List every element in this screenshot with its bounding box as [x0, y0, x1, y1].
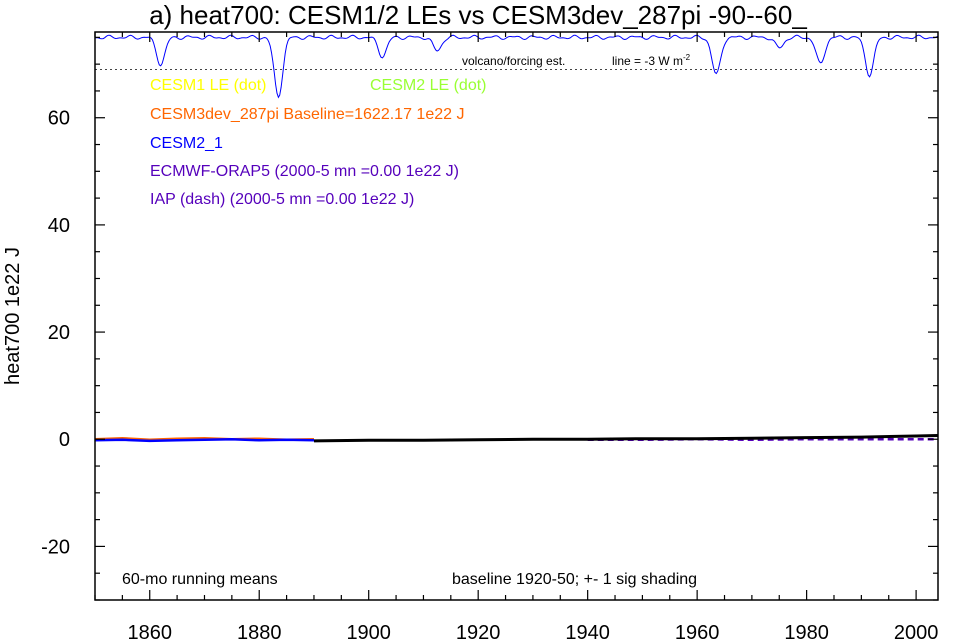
y-tick-label: 60 [48, 108, 70, 130]
chart-title: a) heat700: CESM1/2 LEs vs CESM3dev_287p… [149, 0, 807, 30]
legend-cesm3dev: CESM3dev_287pi Baseline=1622.17 1e22 J [150, 106, 464, 123]
y-tick-label: 20 [48, 322, 70, 344]
legend-cesm1-le: CESM1 LE (dot) [150, 77, 266, 94]
axes: 1860 1880 1900 1920 1940 1960 1980 2000 -20 0 20 40… [41, 32, 938, 641]
volcano-forcing-line [94, 34, 939, 99]
x-tick-label: 1880 [237, 622, 282, 641]
plot-area [94, 34, 939, 443]
series-line [313, 434, 939, 443]
y-tick-label: -20 [41, 536, 70, 558]
line-label: line = -3 W m-2 [612, 53, 691, 68]
x-tick-label: 1860 [127, 622, 172, 641]
legend-iap: IAP (dash) (2000-5 mn =0.00 1e22 J) [150, 191, 414, 208]
x-tick-label: 1960 [675, 622, 720, 641]
y-tick-label: 40 [48, 215, 70, 237]
plot-frame [94, 31, 939, 601]
x-tick-label: 1980 [784, 622, 829, 641]
legend-cesm2-le: CESM2 LE (dot) [370, 77, 486, 94]
x-tick-label: 2000 [894, 622, 939, 641]
note-running-means: 60-mo running means [122, 571, 278, 588]
x-tick-label: 1900 [346, 622, 391, 641]
volcano-label: volcano/forcing est. [462, 54, 565, 68]
legend-cesm2-1: CESM2_1 [150, 135, 223, 152]
x-tick-label: 1920 [456, 622, 501, 641]
line-label-main: line = -3 W m [612, 54, 683, 68]
x-tick-label: 1940 [565, 622, 610, 641]
line-label-sup: -2 [683, 53, 691, 62]
legend-ecmwf-orap5: ECMWF-ORAP5 (2000-5 mn =0.00 1e22 J) [150, 163, 459, 180]
y-tick-label: 0 [59, 429, 70, 451]
y-axis-label: heat700 1e22 J [2, 247, 24, 385]
note-baseline: baseline 1920-50; +- 1 sig shading [452, 571, 697, 588]
series-line [94, 437, 315, 443]
